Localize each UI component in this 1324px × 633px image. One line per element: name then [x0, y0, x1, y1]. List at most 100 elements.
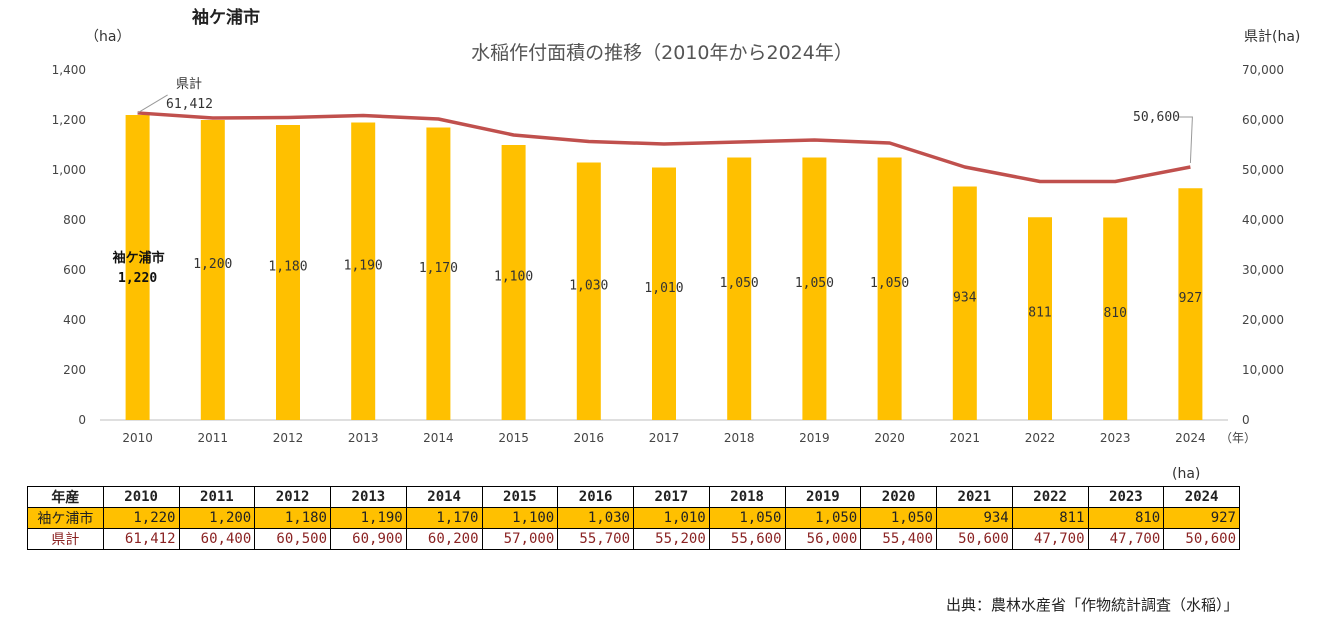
- x-tick-label: 2021: [950, 431, 981, 445]
- bar-2012: [276, 125, 300, 420]
- x-tick-label: 2012: [273, 431, 304, 445]
- bar-value-label: 1,030: [569, 278, 608, 293]
- table-pref-value: 50,600: [1163, 528, 1240, 550]
- table-unit: (ha): [1172, 466, 1201, 482]
- right-tick-label: 70,000: [1242, 63, 1284, 77]
- table-pref-value: 47,700: [1087, 528, 1165, 550]
- table-year-cell: 2019: [784, 486, 862, 508]
- line-start-value-label: 61,412: [166, 97, 213, 112]
- bar-2013: [351, 122, 376, 420]
- table-year-cell: 2022: [1011, 486, 1089, 508]
- x-tick-label: 2019: [799, 431, 830, 445]
- table-pref-value: 50,600: [936, 528, 1013, 550]
- table-city-value: 934: [936, 507, 1013, 529]
- table-pref-value: 60,400: [178, 528, 256, 550]
- bar-value-label: 1,180: [268, 260, 307, 275]
- right-axis-unit: 県計(ha): [1244, 29, 1301, 45]
- table-year-cell: 2021: [936, 486, 1013, 508]
- table-city-value: 1,220: [102, 507, 180, 529]
- table-pref-value: 55,400: [860, 528, 937, 550]
- bar-2024: [1178, 188, 1203, 420]
- bar-2017: [652, 167, 676, 420]
- bar-value-label: 1,190: [344, 258, 383, 273]
- left-tick-label: 200: [63, 363, 86, 377]
- table-year-cell: 2010: [102, 486, 180, 508]
- table-city-row: 袖ケ浦市 1,220 1,200 1,180 1,190 1,170 1,100 1,030…: [27, 507, 1240, 529]
- line-end-value-label: 50,600: [1133, 110, 1180, 125]
- bar-value-label: 1,050: [720, 276, 759, 291]
- right-tick-label: 60,000: [1242, 113, 1284, 127]
- table-pref-row: 県計 61,412 60,400 60,500 60,900 60,200 57,000 5…: [27, 528, 1240, 550]
- table-pref-value: 60,900: [330, 528, 407, 550]
- table-year-cell: 2014: [405, 486, 483, 508]
- bar-2021: [952, 186, 977, 420]
- bar-2011: [200, 120, 225, 420]
- left-tick-label: 1,400: [52, 63, 86, 77]
- left-tick-label: 1,200: [52, 113, 86, 127]
- bar-2018: [727, 157, 752, 420]
- table-year-cell: 2011: [178, 486, 256, 508]
- table-pref-value: 60,500: [254, 528, 331, 550]
- x-tick-label: 2014: [423, 431, 454, 445]
- x-tick-label: 2017: [649, 431, 680, 445]
- table-pref-label: 県計: [27, 528, 104, 550]
- right-tick-label: 20,000: [1242, 313, 1284, 327]
- table-pref-value: 55,600: [708, 528, 786, 550]
- bar-2014: [426, 127, 451, 420]
- bar-2016: [576, 162, 601, 420]
- table-pref-value: 55,700: [557, 528, 634, 550]
- x-tick-label: 2023: [1100, 431, 1131, 445]
- right-tick-label: 50,000: [1242, 163, 1284, 177]
- table-pref-value: 55,200: [633, 528, 710, 550]
- table-city-value: 811: [1011, 507, 1089, 529]
- left-axis-unit: （ha）: [85, 29, 131, 45]
- bar-2015: [501, 145, 526, 420]
- table-year-cell: 2015: [481, 486, 559, 508]
- table-city-value: 1,030: [557, 507, 634, 529]
- bar-value-label: 1,050: [870, 276, 909, 291]
- table-year-cell: 2013: [330, 486, 407, 508]
- bar-2022: [1028, 217, 1052, 420]
- table-year-cell: 2016: [557, 486, 634, 508]
- table-year-cell: 2024: [1163, 486, 1240, 508]
- x-tick-label: 2018: [724, 431, 755, 445]
- table-pref-value: 56,000: [784, 528, 862, 550]
- table-city-value: 810: [1087, 507, 1165, 529]
- x-tick-label: 2024: [1175, 431, 1206, 445]
- bar-2010: [125, 115, 150, 420]
- bar-value-label: 1,200: [193, 257, 232, 272]
- left-tick-label: 0: [78, 413, 86, 427]
- table-city-value: 927: [1163, 507, 1240, 529]
- first-bar-value-label: 1,220: [118, 271, 157, 286]
- table-year-cell: 2017: [633, 486, 710, 508]
- table-city-value: 1,200: [178, 507, 256, 529]
- bar-value-label: 934: [953, 290, 977, 305]
- chart-title: 水稲作付面積の推移（2010年から2024年）: [471, 42, 853, 64]
- x-tick-label: 2010: [122, 431, 153, 445]
- table-city-value: 1,050: [708, 507, 786, 529]
- x-tick-label: 2011: [198, 431, 229, 445]
- data-table: 年産 2010 2011 2012 2013 2014 2015 2016 2017 2018 2…: [27, 486, 1240, 550]
- line-end-leader: [1178, 116, 1193, 164]
- table-header-label: 年産: [27, 486, 104, 508]
- bar-value-label: 1,170: [419, 261, 458, 276]
- pref-total-line: [137, 111, 1191, 184]
- right-tick-label: 30,000: [1242, 263, 1284, 277]
- bar-2020: [877, 157, 902, 420]
- bar-value-label: 1,050: [795, 276, 834, 291]
- table-city-value: 1,100: [481, 507, 559, 529]
- left-tick-label: 800: [63, 213, 86, 227]
- line-start-series-label: 県計: [176, 76, 202, 92]
- table-header-row: 年産 2010 2011 2012 2013 2014 2015 2016 2017 2018 2…: [27, 486, 1240, 508]
- x-tick-label: 2013: [348, 431, 379, 445]
- x-tick-label: 2016: [574, 431, 605, 445]
- x-tick-label: 2015: [498, 431, 529, 445]
- city-title: 袖ケ浦市: [192, 8, 260, 28]
- line-start-leader: [137, 94, 168, 114]
- bar-value-label: 1,010: [644, 281, 683, 296]
- bar-2023: [1103, 217, 1128, 420]
- first-bar-series-label: 袖ケ浦市: [113, 250, 165, 266]
- x-tick-label: 2022: [1025, 431, 1056, 445]
- left-tick-label: 1,000: [52, 163, 86, 177]
- right-tick-label: 40,000: [1242, 213, 1284, 227]
